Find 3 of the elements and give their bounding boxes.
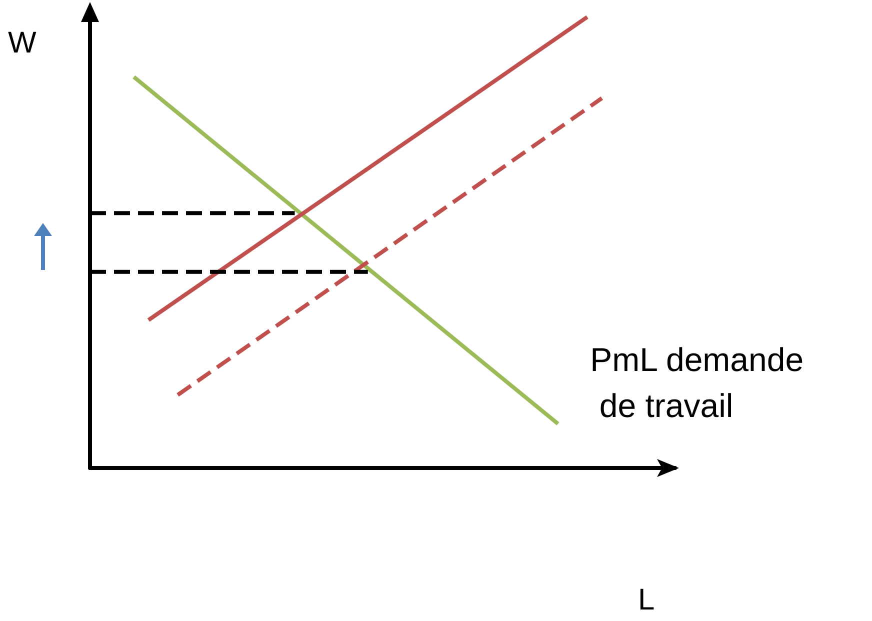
x-axis-title: L — [638, 584, 655, 616]
y-axis-title: W — [8, 26, 37, 60]
annotation: PmL demande de travail — [590, 340, 804, 424]
